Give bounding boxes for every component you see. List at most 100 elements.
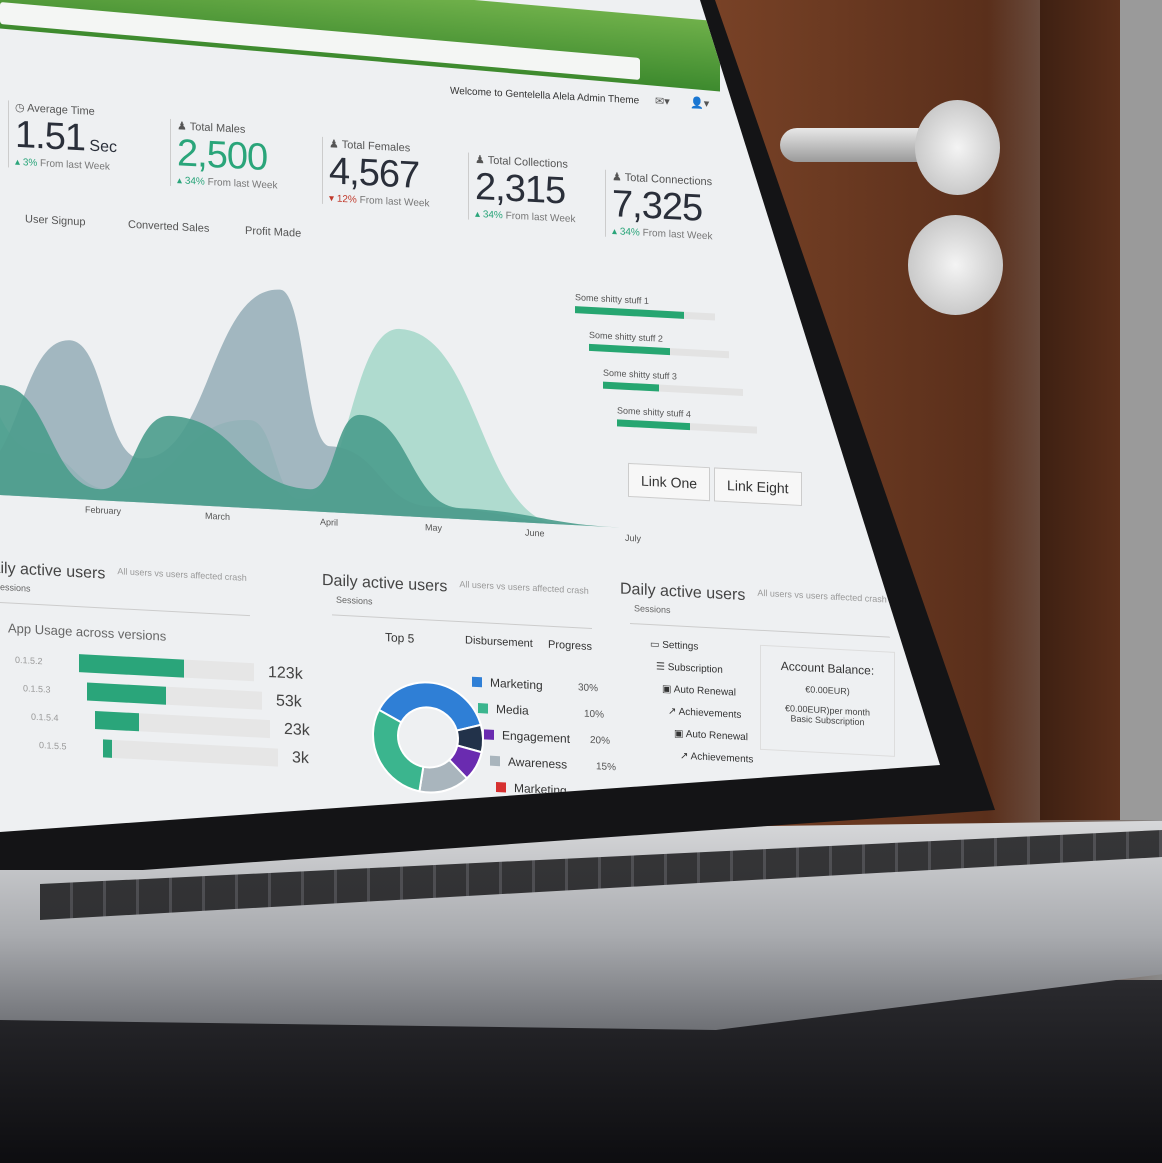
legend-value: 10% bbox=[584, 708, 605, 721]
menu-item[interactable]: ▭ Settings bbox=[650, 639, 753, 655]
usage-row: 0.1.5.3 53k bbox=[23, 679, 310, 712]
menu-label: Auto Renewal bbox=[685, 728, 748, 744]
card-header-0: Daily active users Sessions All users vs u… bbox=[0, 559, 247, 605]
card-title: Daily active users bbox=[322, 571, 448, 596]
legend-value: 15% bbox=[596, 760, 617, 773]
stat-change-text: From last Week bbox=[207, 176, 278, 192]
area-series-2 bbox=[0, 385, 620, 528]
chart-icon: ↗ bbox=[668, 706, 677, 718]
user-icon: ♟ bbox=[612, 171, 622, 184]
settings-menu: ▭ Settings ☰ Subscription ▣ Auto Renewal ↗ … bbox=[650, 639, 753, 776]
stat-change: ▾ 12% bbox=[329, 193, 357, 206]
menu-label: Subscription bbox=[667, 661, 723, 676]
menu-label: Auto Renewal bbox=[673, 684, 736, 699]
legend-swatch bbox=[484, 729, 494, 740]
stat-4: ♟ Total Connections 7,325 ▴ 34% From las… bbox=[605, 169, 713, 243]
legend-label: Media bbox=[496, 701, 529, 718]
card-header-1: Daily active users Sessions All users vs u… bbox=[322, 572, 589, 618]
stat-change: ▴ 3% bbox=[15, 156, 38, 169]
app-usage-title: App Usage across versions bbox=[8, 620, 167, 644]
stat-change-text: From last Week bbox=[642, 227, 713, 243]
usage-row: 0.1.5.4 23k bbox=[31, 708, 310, 741]
menu-item[interactable]: ▣ Auto Renewal bbox=[674, 728, 753, 743]
legend-label: Engagement bbox=[502, 728, 571, 746]
laptop-screen: Welcome to Gentelella Alela Admin Theme … bbox=[0, 0, 940, 832]
card-header-2: Daily active users Sessions All users vs u… bbox=[620, 580, 887, 626]
menu-label: Achievements bbox=[690, 751, 754, 766]
stat-3: ♟ Total Collections 2,315 ▴ 34% From las… bbox=[468, 152, 576, 226]
stat-change: ▴ 34% bbox=[475, 208, 503, 222]
tab-user-signup[interactable]: User Signup bbox=[25, 213, 86, 229]
usage-value: 23k bbox=[284, 720, 310, 740]
stat-value: 4,567 bbox=[329, 150, 420, 197]
card-tag: Sessions bbox=[336, 594, 373, 607]
legend-label: Marketing bbox=[490, 675, 543, 693]
wall bbox=[1120, 0, 1162, 820]
card-divider bbox=[0, 601, 250, 617]
donut-chart bbox=[372, 681, 484, 794]
x-tick-label: June bbox=[525, 527, 545, 539]
legend-value: 20% bbox=[590, 734, 611, 747]
link-eight-button[interactable]: Link Eight bbox=[714, 467, 802, 507]
chart-icon: ↗ bbox=[680, 750, 689, 763]
usage-bar bbox=[87, 682, 262, 710]
stat-0: ◷ Average Time 1.51 Sec ▴ 3% From last W… bbox=[8, 100, 117, 174]
image-icon: ▣ bbox=[674, 728, 684, 740]
stat-value: 2,315 bbox=[475, 165, 566, 213]
version-label: 0.1.5.4 bbox=[31, 711, 59, 724]
usage-value: 53k bbox=[276, 692, 302, 711]
welcome-text: Welcome to Gentelella Alela Admin Theme bbox=[450, 85, 640, 107]
stat-1: ♟ Total Males 2,500 ▴ 34% From last Week bbox=[170, 118, 278, 192]
link-one-button[interactable]: Link One bbox=[628, 462, 711, 502]
door-panel bbox=[1040, 0, 1120, 820]
user-menu-icon[interactable]: 👤▾ bbox=[690, 97, 710, 111]
user-icon: ♟ bbox=[329, 138, 339, 151]
tab-converted-sales[interactable]: Converted Sales bbox=[128, 218, 210, 235]
usage-bar bbox=[103, 739, 278, 767]
x-tick-label: April bbox=[320, 516, 339, 528]
legend-item: Awareness 15% bbox=[490, 754, 616, 775]
card-title: Daily active users bbox=[620, 580, 746, 605]
legend-item: Engagement 20% bbox=[484, 727, 616, 748]
legend-swatch bbox=[496, 781, 506, 793]
menu-item[interactable]: ▣ Auto Renewal bbox=[662, 684, 753, 700]
legend-label: Awareness bbox=[508, 754, 568, 772]
card-tag: Sessions bbox=[0, 581, 31, 594]
card-divider bbox=[332, 614, 592, 630]
stat-value: 2,500 bbox=[177, 132, 268, 179]
list-icon: ☰ bbox=[656, 661, 665, 673]
usage-value: 123k bbox=[268, 664, 303, 683]
legend-value: 30% bbox=[578, 681, 599, 694]
card-subtitle: All users vs users affected crash bbox=[757, 587, 887, 605]
door-lock bbox=[908, 215, 1003, 315]
card-tag: Sessions bbox=[634, 603, 671, 616]
stat-change-text: From last Week bbox=[359, 194, 430, 210]
stat-value: 1.51 bbox=[15, 113, 85, 160]
usage-bar bbox=[95, 710, 270, 739]
donut-slice bbox=[377, 681, 483, 732]
stat-change: ▴ 34% bbox=[612, 226, 640, 239]
door-knob bbox=[915, 100, 1000, 195]
menu-label: Settings bbox=[662, 639, 699, 653]
stat-change-text: From last Week bbox=[40, 158, 110, 173]
legend-swatch bbox=[472, 676, 482, 688]
x-tick-label: May bbox=[425, 522, 443, 534]
mail-icon[interactable]: ✉▾ bbox=[655, 95, 670, 109]
usage-value: 3k bbox=[292, 749, 309, 768]
area-series-1 bbox=[0, 289, 590, 526]
version-label: 0.1.5.3 bbox=[23, 683, 51, 695]
legend-swatch bbox=[478, 703, 488, 714]
stat-change: ▴ 34% bbox=[177, 175, 205, 188]
tab-profit-made[interactable]: Profit Made bbox=[245, 224, 302, 240]
menu-item[interactable]: ↗ Achievements bbox=[680, 751, 753, 766]
user-icon: ♟ bbox=[475, 153, 485, 167]
donut-slice bbox=[372, 708, 425, 793]
card-title: Daily active users bbox=[0, 558, 106, 583]
top5-header: Top 5 bbox=[385, 630, 415, 646]
version-label: 0.1.5.5 bbox=[39, 740, 67, 752]
menu-item[interactable]: ☰ Subscription bbox=[656, 661, 753, 677]
card-divider bbox=[630, 623, 890, 638]
menu-item[interactable]: ↗ Achievements bbox=[668, 706, 753, 721]
legend-item: Marketing 30% bbox=[472, 675, 616, 697]
stat-2: ♟ Total Females 4,567 ▾ 12% From last We… bbox=[322, 136, 430, 210]
